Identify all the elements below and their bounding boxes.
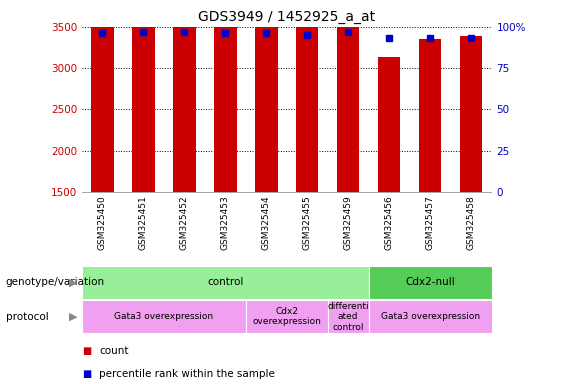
- Text: ▶: ▶: [69, 277, 77, 287]
- Text: percentile rank within the sample: percentile rank within the sample: [99, 369, 275, 379]
- Text: GSM325458: GSM325458: [467, 195, 476, 250]
- Text: GSM325453: GSM325453: [221, 195, 230, 250]
- Bar: [328, 300, 369, 333]
- Text: ■: ■: [82, 369, 91, 379]
- Text: Gata3 overexpression: Gata3 overexpression: [114, 312, 214, 321]
- Bar: [378, 56, 401, 192]
- Text: GSM325456: GSM325456: [385, 195, 394, 250]
- Text: GSM325457: GSM325457: [425, 195, 434, 250]
- Text: Cdx2-null: Cdx2-null: [405, 277, 455, 287]
- Bar: [246, 300, 328, 333]
- Text: genotype/variation: genotype/variation: [6, 277, 105, 287]
- Bar: [132, 0, 155, 192]
- Text: Gata3 overexpression: Gata3 overexpression: [381, 312, 480, 321]
- Text: protocol: protocol: [6, 312, 49, 322]
- Text: count: count: [99, 346, 128, 356]
- Title: GDS3949 / 1452925_a_at: GDS3949 / 1452925_a_at: [198, 10, 375, 25]
- Text: ▶: ▶: [69, 312, 77, 322]
- Bar: [369, 300, 492, 333]
- Text: GSM325455: GSM325455: [303, 195, 312, 250]
- Bar: [460, 36, 483, 192]
- Bar: [82, 266, 369, 299]
- Text: control: control: [207, 277, 244, 287]
- Text: differenti
ated
control: differenti ated control: [327, 302, 369, 332]
- Text: ■: ■: [82, 346, 91, 356]
- Bar: [337, 0, 359, 192]
- Bar: [173, 0, 195, 192]
- Text: GSM325450: GSM325450: [98, 195, 107, 250]
- Text: Cdx2
overexpression: Cdx2 overexpression: [253, 307, 321, 326]
- Bar: [255, 0, 277, 192]
- Bar: [419, 39, 441, 192]
- Bar: [82, 300, 246, 333]
- Bar: [296, 18, 319, 192]
- Text: GSM325452: GSM325452: [180, 195, 189, 250]
- Text: GSM325459: GSM325459: [344, 195, 353, 250]
- Bar: [214, 0, 237, 192]
- Text: GSM325451: GSM325451: [139, 195, 148, 250]
- Text: GSM325454: GSM325454: [262, 195, 271, 250]
- Bar: [369, 266, 492, 299]
- Bar: [91, 0, 114, 192]
